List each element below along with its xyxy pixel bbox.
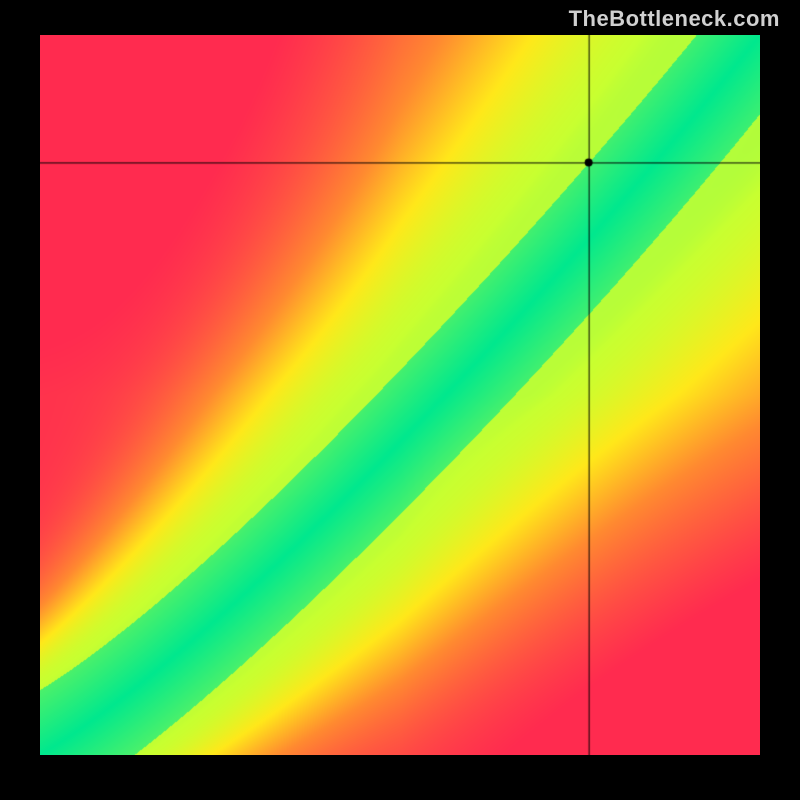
plot-area — [40, 35, 760, 755]
watermark-text: TheBottleneck.com — [569, 6, 780, 32]
chart-container: TheBottleneck.com — [0, 0, 800, 800]
crosshair-overlay — [40, 35, 760, 755]
